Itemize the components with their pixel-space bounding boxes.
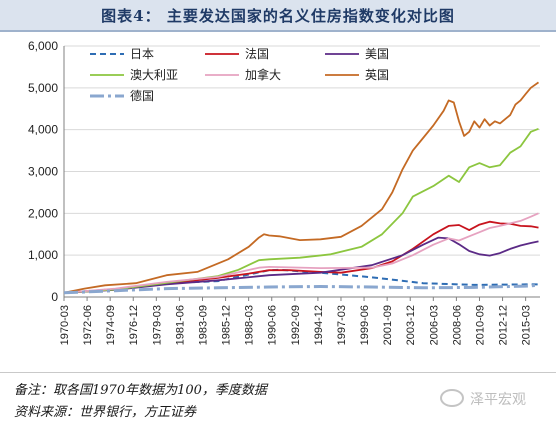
legend-label: 法国 (245, 47, 269, 61)
series-line-法国 (63, 220, 539, 294)
x-tick-label: 1985-12 (221, 305, 233, 345)
x-tick-label: 1974-09 (105, 305, 117, 345)
y-axis: 0 1,000 2,000 3,000 4,000 5,000 6,000 (28, 39, 65, 304)
x-tick-label: 2008-06 (451, 305, 463, 345)
legend-label: 德国 (130, 88, 154, 103)
series-line-加拿大 (63, 212, 539, 294)
x-tick-label: 2003-12 (405, 305, 417, 345)
legend-label: 澳大利亚 (130, 68, 178, 82)
watermark: 泽平宏观 (440, 389, 526, 409)
wechat-icon (440, 389, 464, 407)
x-tick-label: 2010-09 (474, 305, 486, 345)
title-bar: 图表4： 主要发达国家的名义住房指数变化对比图 (0, 0, 556, 32)
x-tick-label: 1988-03 (244, 305, 256, 345)
y-tick-label: 5,000 (28, 81, 58, 95)
x-tick-label: 1970-03 (59, 305, 71, 345)
legend-label: 加拿大 (245, 67, 281, 82)
y-tick-label: 1,000 (28, 248, 58, 262)
footnote: 备注：取各国1970年数据为100，季度数据 (14, 383, 267, 398)
series-line-德国 (63, 283, 539, 295)
series-lines (63, 81, 540, 295)
source-note: 资料来源：世界银行，方正证券 (14, 405, 197, 420)
chart-title: 图表4： 主要发达国家的名义住房指数变化对比图 (101, 7, 455, 25)
x-tick-label: 2006-03 (428, 305, 440, 345)
watermark-text: 泽平宏观 (470, 392, 526, 408)
x-tick-label: 2012-12 (498, 305, 510, 345)
x-tick-label: 2015-03 (521, 305, 533, 345)
x-tick-label: 1992-09 (290, 305, 302, 345)
x-tick-label: 1983-09 (197, 305, 209, 345)
x-tick-label: 1990-06 (267, 305, 279, 345)
x-tick-label: 1994-12 (313, 305, 325, 345)
series-line-英国 (63, 81, 540, 294)
footer: 备注：取各国1970年数据为100，季度数据 资料来源：世界银行，方正证券 泽平… (0, 372, 556, 424)
y-tick-label: 2,000 (28, 206, 58, 220)
x-tick-label: 1972-06 (82, 305, 94, 345)
x-tick-label: 1981-06 (174, 305, 186, 345)
x-tick-label: 1976-12 (128, 305, 140, 345)
x-axis: 1970-03 1972-06 1974-09 1976-12 1979-03 1981-… (59, 296, 540, 345)
y-tick-label: 6,000 (28, 39, 58, 53)
series-line-澳大利亚 (63, 127, 539, 294)
legend-label: 英国 (365, 68, 389, 82)
x-tick-label: 1997-03 (336, 305, 348, 345)
x-tick-label: 1979-03 (151, 305, 163, 345)
y-tick-label: 3,000 (28, 165, 58, 179)
legend-label: 日本 (130, 47, 154, 61)
y-tick-label: 4,000 (28, 123, 58, 137)
series-line-美国 (63, 236, 539, 294)
x-tick-label: 2001-09 (382, 305, 394, 345)
grid-lines (64, 45, 540, 256)
y-tick-label: 0 (51, 290, 58, 304)
x-tick-label: 1999-06 (359, 305, 371, 345)
legend-label: 美国 (365, 47, 389, 61)
